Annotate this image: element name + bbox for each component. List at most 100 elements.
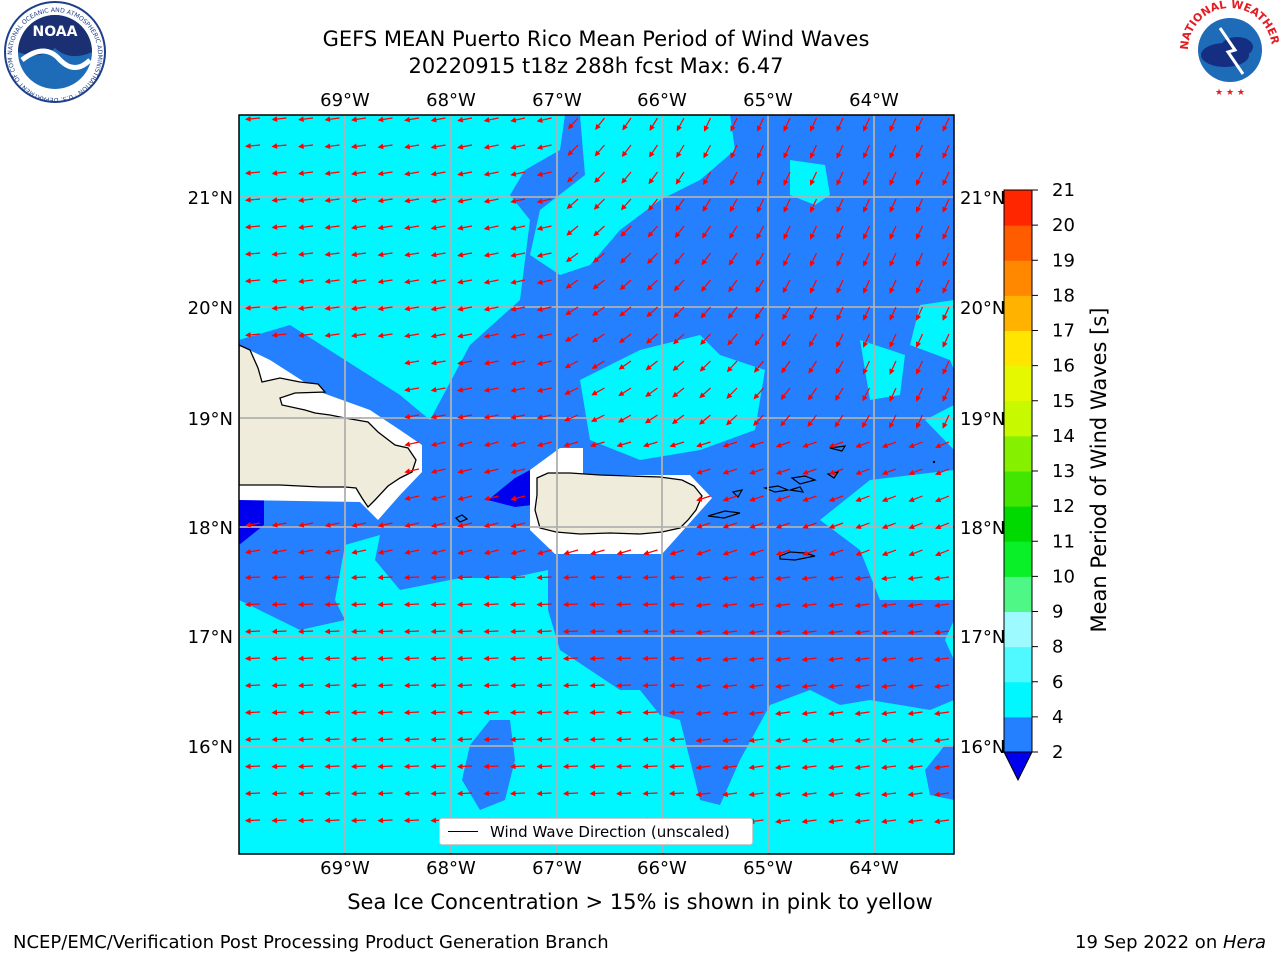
wind-arrow-head: [589, 682, 596, 689]
lat-label-right-21n: 21°N: [960, 188, 1005, 209]
wind-arrow-head: [646, 284, 653, 291]
lat-label-right-16n: 16°N: [960, 737, 1005, 758]
wind-arrow-head: [350, 763, 357, 770]
colorbar-tick-label: 15: [1052, 391, 1075, 412]
wind-arrow-head: [589, 790, 596, 797]
wind-arrow-head: [483, 628, 490, 635]
wind-arrow-head: [562, 574, 569, 581]
wind-arrow-head: [942, 260, 948, 267]
wind-arrow-head: [907, 737, 914, 744]
wind-arrow-head: [933, 575, 941, 582]
island-culebra: [731, 489, 744, 498]
wind-arrow-head: [889, 260, 895, 267]
wind-arrow-head: [271, 116, 278, 122]
wind-arrow-head: [351, 549, 358, 555]
island-virgin-1: [762, 485, 791, 493]
colorbar-tick-label: 4: [1052, 707, 1063, 728]
wind-arrow-head: [700, 312, 707, 319]
colorbar-segment: [1004, 260, 1032, 296]
wind-arrow-head: [271, 736, 278, 743]
wind-arrow-head: [756, 125, 763, 132]
wind-wave-arrows: [244, 116, 950, 825]
wind-arrow-head: [753, 393, 760, 400]
wind-arrow-head: [297, 655, 304, 662]
wind-arrow-head: [324, 305, 331, 312]
lon-label-bottom-69w: 69°W: [320, 858, 370, 879]
wind-arrow-head: [510, 495, 517, 502]
wind-arrow-head: [244, 628, 251, 635]
lat-label-left-17n: 17°N: [188, 627, 233, 648]
wind-arrow-head: [350, 224, 358, 231]
lon-label-top-69w: 69°W: [320, 90, 370, 111]
wind-arrow-head: [775, 550, 782, 556]
wind-arrow-head: [456, 574, 463, 581]
wind-arrow-head: [942, 152, 948, 159]
wind-arrow-head: [880, 575, 888, 582]
wind-arrow-head: [324, 790, 331, 797]
wind-arrow-head: [889, 233, 895, 240]
wind-arrow-head: [721, 602, 729, 609]
wind-arrow-head: [244, 709, 251, 716]
wind-arrow-head: [244, 332, 251, 338]
wind-arrow-head: [756, 233, 762, 240]
wind-arrow-head: [594, 150, 601, 157]
wind-arrow-head: [642, 763, 649, 770]
wind-arrow-head: [621, 177, 628, 184]
wind-arrow-head: [536, 549, 544, 556]
wind-arrow-head: [915, 368, 922, 375]
wind-arrow-head: [673, 311, 680, 318]
wind-arrow-head: [642, 709, 649, 716]
arrow-legend: Wind Wave Direction (unscaled): [439, 818, 753, 845]
wind-arrow-head: [783, 179, 789, 186]
map-area: [239, 115, 954, 854]
wind-arrow-head: [483, 360, 490, 366]
wind-arrow-head: [483, 682, 490, 689]
wind-arrow-head: [567, 176, 574, 183]
wind-arrow-head: [271, 549, 278, 555]
wind-arrow-head: [809, 260, 816, 267]
wind-arrow-head: [889, 341, 895, 348]
wind-arrow-head: [934, 469, 942, 476]
wind-arrow-head: [536, 279, 543, 285]
wind-arrow-head: [483, 117, 490, 123]
colorbar-ticks: 2 4 6 8 9 10 11 12 13 14 15 16 17 18 19 20 21: [1032, 180, 1075, 763]
wind-arrow-head: [510, 306, 517, 312]
wind-arrow-head: [297, 601, 304, 608]
wind-arrow-head: [696, 442, 703, 448]
wind-arrow-head: [908, 523, 915, 530]
wind-arrow-head: [430, 197, 437, 204]
wind-arrow-head: [536, 414, 543, 420]
wind-arrow-head: [646, 311, 653, 318]
lon-label-top-65w: 65°W: [743, 90, 793, 111]
wind-arrow-head: [298, 332, 304, 338]
wind-arrow-head: [324, 549, 331, 555]
wind-arrow-head: [271, 655, 278, 662]
wind-arrow-head: [942, 233, 948, 240]
wind-arrow-head: [889, 206, 895, 213]
wind-arrow-head: [783, 233, 789, 240]
wind-arrow-head: [567, 149, 574, 156]
wind-arrow-head: [457, 522, 464, 528]
lat-label-left-18n: 18°N: [188, 518, 233, 539]
wind-arrow-head: [562, 763, 569, 770]
wind-arrow-head: [536, 574, 543, 581]
wind-arrow-head: [350, 197, 358, 204]
wind-arrow-head: [536, 225, 543, 231]
wind-arrow-head: [645, 364, 652, 371]
wind-arrow-head: [907, 656, 914, 663]
island-virgin-2: [790, 475, 817, 485]
wind-arrow-head: [827, 575, 835, 582]
wind-arrow-head: [298, 278, 304, 284]
wind-arrow-head: [457, 495, 464, 501]
wind-arrow-head: [908, 550, 915, 557]
wind-arrow-head: [648, 178, 655, 185]
wind-arrow-head: [880, 656, 888, 663]
wind-arrow-head: [695, 737, 702, 744]
wind-arrow-head: [567, 123, 574, 130]
wind-arrow-head: [729, 232, 735, 239]
wind-arrow-head: [377, 574, 384, 581]
wind-arrow-head: [297, 628, 304, 635]
wind-arrow-head: [271, 278, 278, 284]
wind-arrow-head: [297, 817, 304, 824]
wind-arrow-head: [483, 144, 490, 150]
